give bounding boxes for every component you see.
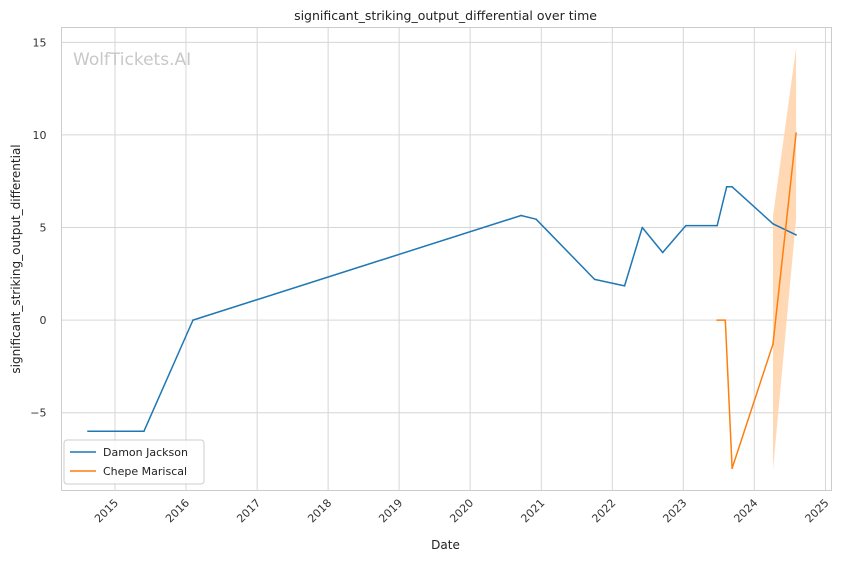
data-point-damon-jackson-9 (685, 224, 687, 227)
y-tick-label-4: −5 (30, 407, 46, 420)
data-point-chepe-mariscal-1 (724, 319, 727, 321)
x-axis-title: Date (431, 538, 460, 552)
data-point-damon-jackson-4 (535, 218, 537, 220)
y-tick-label-1: 10 (33, 129, 47, 142)
legend: Damon Jackson Chepe Mariscal (63, 439, 205, 485)
data-point-damon-jackson-2 (192, 319, 194, 321)
data-point-chepe-mariscal-3 (772, 343, 774, 345)
y-tick-label-3: 0 (40, 314, 47, 327)
data-point-damon-jackson-14 (795, 234, 797, 236)
chart-title: significant_striking_output_differential… (294, 8, 597, 23)
data-point-chepe-mariscal-4 (795, 132, 797, 134)
confidence-band-chepe-mariscal (772, 47, 797, 471)
data-point-damon-jackson-5 (593, 278, 596, 281)
data-point-damon-jackson-8 (661, 251, 664, 254)
data-point-damon-jackson-11 (725, 185, 728, 188)
data-point-damon-jackson-12 (731, 185, 733, 188)
legend-label-chepe-mariscal: Chepe Mariscal (103, 465, 187, 478)
data-point-damon-jackson-7 (641, 226, 644, 229)
y-tick-labels: 15 10 5 0 −5 (30, 36, 46, 419)
y-axis-title: significant_striking_output_differential (9, 144, 23, 373)
series-lines (87, 132, 797, 470)
grid (61, 27, 832, 491)
plot-frame (61, 27, 832, 491)
data-point-chepe-mariscal-2 (731, 467, 733, 470)
data-point-damon-jackson-13 (772, 223, 774, 225)
data-point-damon-jackson-3 (520, 214, 522, 217)
y-tick-label-2: 5 (40, 222, 47, 235)
watermark: WolfTickets.AI (73, 50, 191, 70)
legend-label-damon-jackson: Damon Jackson (103, 446, 188, 459)
confidence-bands (772, 47, 797, 471)
legend-box (63, 439, 205, 485)
data-point-damon-jackson-1 (143, 430, 145, 433)
data-point-damon-jackson-6 (623, 285, 626, 287)
y-tick-label-0: 15 (33, 36, 47, 49)
data-point-damon-jackson-0 (87, 430, 89, 433)
data-point-damon-jackson-10 (716, 224, 718, 227)
data-point-chepe-mariscal-0 (716, 319, 718, 321)
